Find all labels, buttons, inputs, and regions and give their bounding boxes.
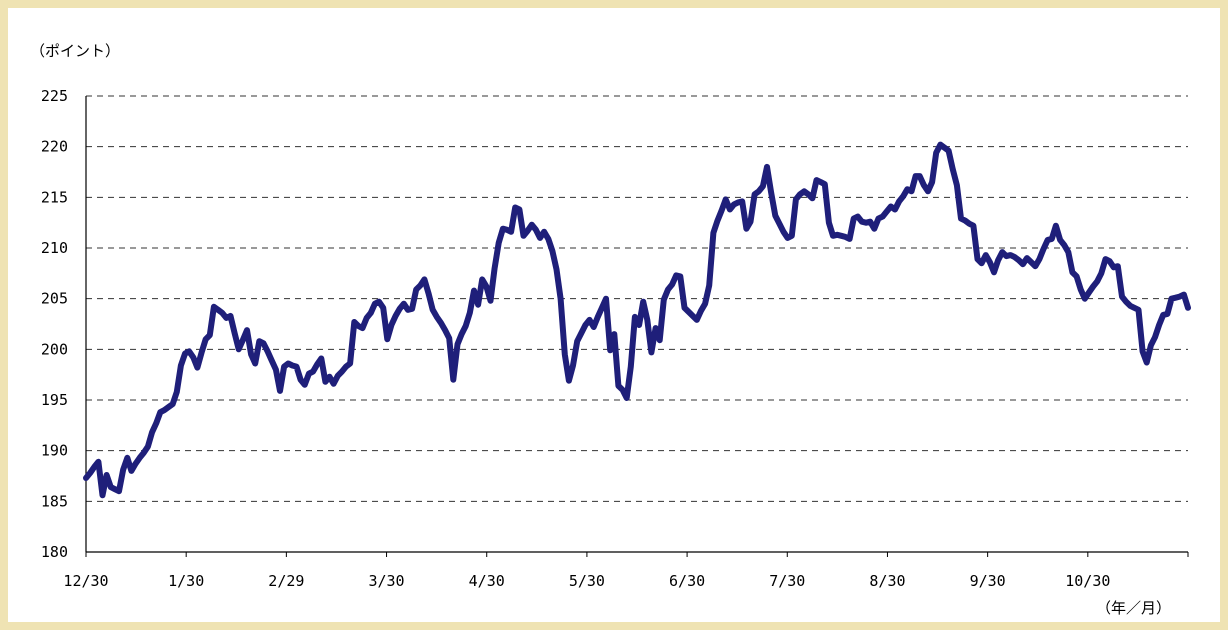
x-axis-label: （年／月） (1096, 599, 1171, 617)
y-axis-label: （ポイント） (30, 42, 120, 60)
x-tick-label: 6/30 (669, 572, 705, 590)
x-tick-label: 5/30 (569, 572, 605, 590)
x-tick-label: 12/30 (63, 572, 108, 590)
y-tick-label: 190 (41, 442, 68, 460)
y-tick-label: 200 (41, 340, 68, 358)
y-tick-label: 215 (41, 188, 68, 206)
x-tick-label: 1/30 (168, 572, 204, 590)
y-tick-label: 210 (41, 239, 68, 257)
y-tick-label: 205 (41, 290, 68, 308)
series-line (83, 141, 1191, 499)
x-tick-label: 8/30 (869, 572, 905, 590)
x-tick-label: 3/30 (368, 572, 404, 590)
x-tick-label: 10/30 (1065, 572, 1110, 590)
y-tick-label: 185 (41, 492, 68, 510)
x-tick-label: 2/29 (268, 572, 304, 590)
y-tick-label: 220 (41, 138, 68, 156)
x-tick-label: 9/30 (970, 572, 1006, 590)
x-tick-label: 4/30 (469, 572, 505, 590)
x-tick-label: 7/30 (769, 572, 805, 590)
y-tick-label: 195 (41, 391, 68, 409)
y-tick-label: 180 (41, 543, 68, 561)
y-tick-label: 225 (41, 87, 68, 105)
